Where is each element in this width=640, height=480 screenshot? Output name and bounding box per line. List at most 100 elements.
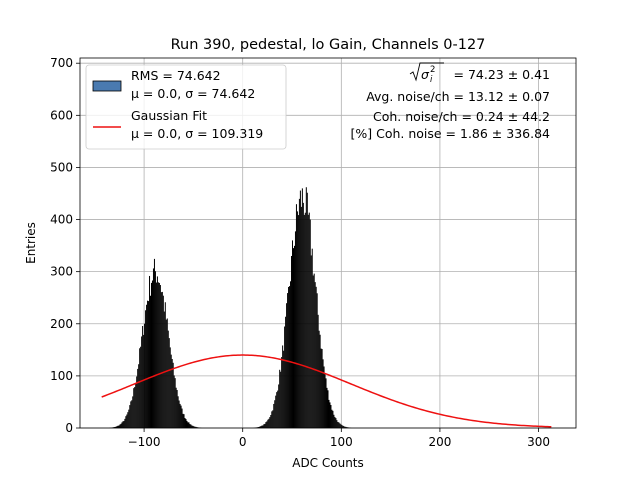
histogram-bar [319, 334, 321, 428]
legend-rms-swatch [92, 80, 122, 92]
histogram-bar [133, 388, 135, 428]
histogram-bar [303, 214, 305, 428]
y-tick-label: 700 [50, 56, 73, 70]
histogram-bar [309, 219, 311, 428]
histogram-bar [120, 423, 122, 428]
legend-rms-label: RMS = 74.642 [131, 68, 221, 83]
legend-fit-label: Gaussian Fit [131, 108, 207, 123]
histogram-bar [329, 402, 331, 428]
annotation-sigma-formula: σ i 2 = 74.23 ± 0.41 [409, 62, 550, 85]
histogram-bar [310, 255, 312, 428]
histogram-bar [174, 378, 176, 428]
annotation-avg-noise: Avg. noise/ch = 13.12 ± 0.07 [366, 89, 550, 104]
histogram-bar [139, 348, 141, 428]
histogram-bar [182, 413, 184, 428]
histogram-bar [187, 422, 189, 428]
histogram-bar [289, 286, 291, 428]
histogram-bar [162, 295, 164, 428]
histogram-bar [322, 359, 324, 428]
histogram-bar [171, 359, 173, 428]
histogram-bar [135, 383, 137, 428]
histogram-bar [140, 346, 142, 428]
histogram-bar [274, 400, 276, 428]
histogram-bar [263, 424, 265, 428]
histogram-bar [151, 280, 153, 428]
histogram-bar [338, 422, 340, 428]
histogram-bar [268, 418, 270, 428]
histogram-bar [296, 211, 298, 428]
annotation-sigma-symbol: σ [421, 67, 430, 82]
histogram-bar [282, 345, 284, 428]
histogram-bar [283, 350, 285, 428]
histogram-bar [147, 300, 149, 428]
histogram-bar [163, 311, 165, 428]
histogram-bar [266, 421, 268, 428]
histogram-bar [175, 387, 177, 428]
histogram-bar [307, 214, 309, 428]
y-tick-label: 500 [50, 160, 73, 174]
histogram-bar [293, 245, 295, 428]
histogram-bar [164, 302, 166, 428]
y-tick-label: 600 [50, 108, 73, 122]
histogram-bar [180, 405, 182, 428]
histogram-bar [284, 326, 286, 428]
histogram-bar [258, 426, 260, 428]
histogram-bar [193, 426, 195, 428]
histogram-bar [121, 422, 123, 428]
annotation-sigma-subscript: i [430, 75, 433, 85]
histogram-bar [292, 248, 294, 428]
histogram-bar [328, 399, 330, 428]
histogram-bar [336, 420, 338, 428]
histogram-bar [176, 390, 178, 428]
histogram-bar [345, 426, 347, 428]
histogram-bar [144, 323, 146, 428]
histogram-bar [167, 330, 169, 428]
histogram-bar [146, 304, 148, 428]
histogram-bar [259, 426, 261, 428]
histogram-bar [272, 410, 274, 428]
histogram-bar [298, 198, 300, 428]
histogram-bar [318, 330, 320, 428]
legend-box [85, 64, 287, 150]
histogram-bar [154, 271, 156, 428]
histogram-bar [125, 416, 127, 428]
histogram-bar [273, 403, 275, 428]
histogram-bar [327, 390, 329, 428]
histogram-bar [159, 285, 161, 428]
histogram-bar [117, 425, 119, 428]
histogram-bar [275, 395, 277, 428]
histogram-bar [116, 426, 118, 428]
y-tick-label: 0 [65, 421, 73, 435]
x-tick-label: 200 [428, 435, 451, 449]
histogram-bar [122, 421, 124, 428]
y-axis-ticks: 0 100 200 300 400 500 600 700 [50, 56, 80, 435]
histogram-bars [109, 187, 352, 428]
histogram-bar [311, 248, 313, 428]
histogram-bar [191, 425, 193, 428]
histogram-bar [155, 282, 157, 428]
histogram-bar [314, 282, 316, 428]
histogram-bar [170, 354, 172, 428]
y-tick-label: 100 [50, 369, 73, 383]
histogram-bar [271, 411, 273, 428]
histogram-bar [166, 318, 168, 428]
histogram-bar [150, 282, 152, 428]
histogram-bar [142, 326, 144, 428]
histogram-bar [194, 426, 196, 428]
histogram-bar [179, 403, 181, 428]
histogram-bar [324, 374, 326, 428]
annotation-sigma-value: = 74.23 ± 0.41 [454, 67, 550, 82]
histogram-bar [299, 190, 301, 428]
histogram-bar [280, 371, 282, 428]
annotation-coh-noise: Coh. noise/ch = 0.24 ± 44.2 [373, 109, 550, 124]
histogram-bar [126, 414, 128, 428]
histogram-bar [127, 412, 129, 428]
histogram-bar [134, 387, 136, 428]
histogram-bar [325, 378, 327, 428]
histogram-bar [276, 392, 278, 428]
legend-fit-stats: μ = 0.0, σ = 109.319 [131, 126, 263, 141]
noise-annotations: σ i 2 = 74.23 ± 0.41 Avg. noise/ch = 13.… [350, 62, 550, 141]
histogram-bar [279, 369, 281, 428]
histogram-bar [124, 418, 126, 428]
